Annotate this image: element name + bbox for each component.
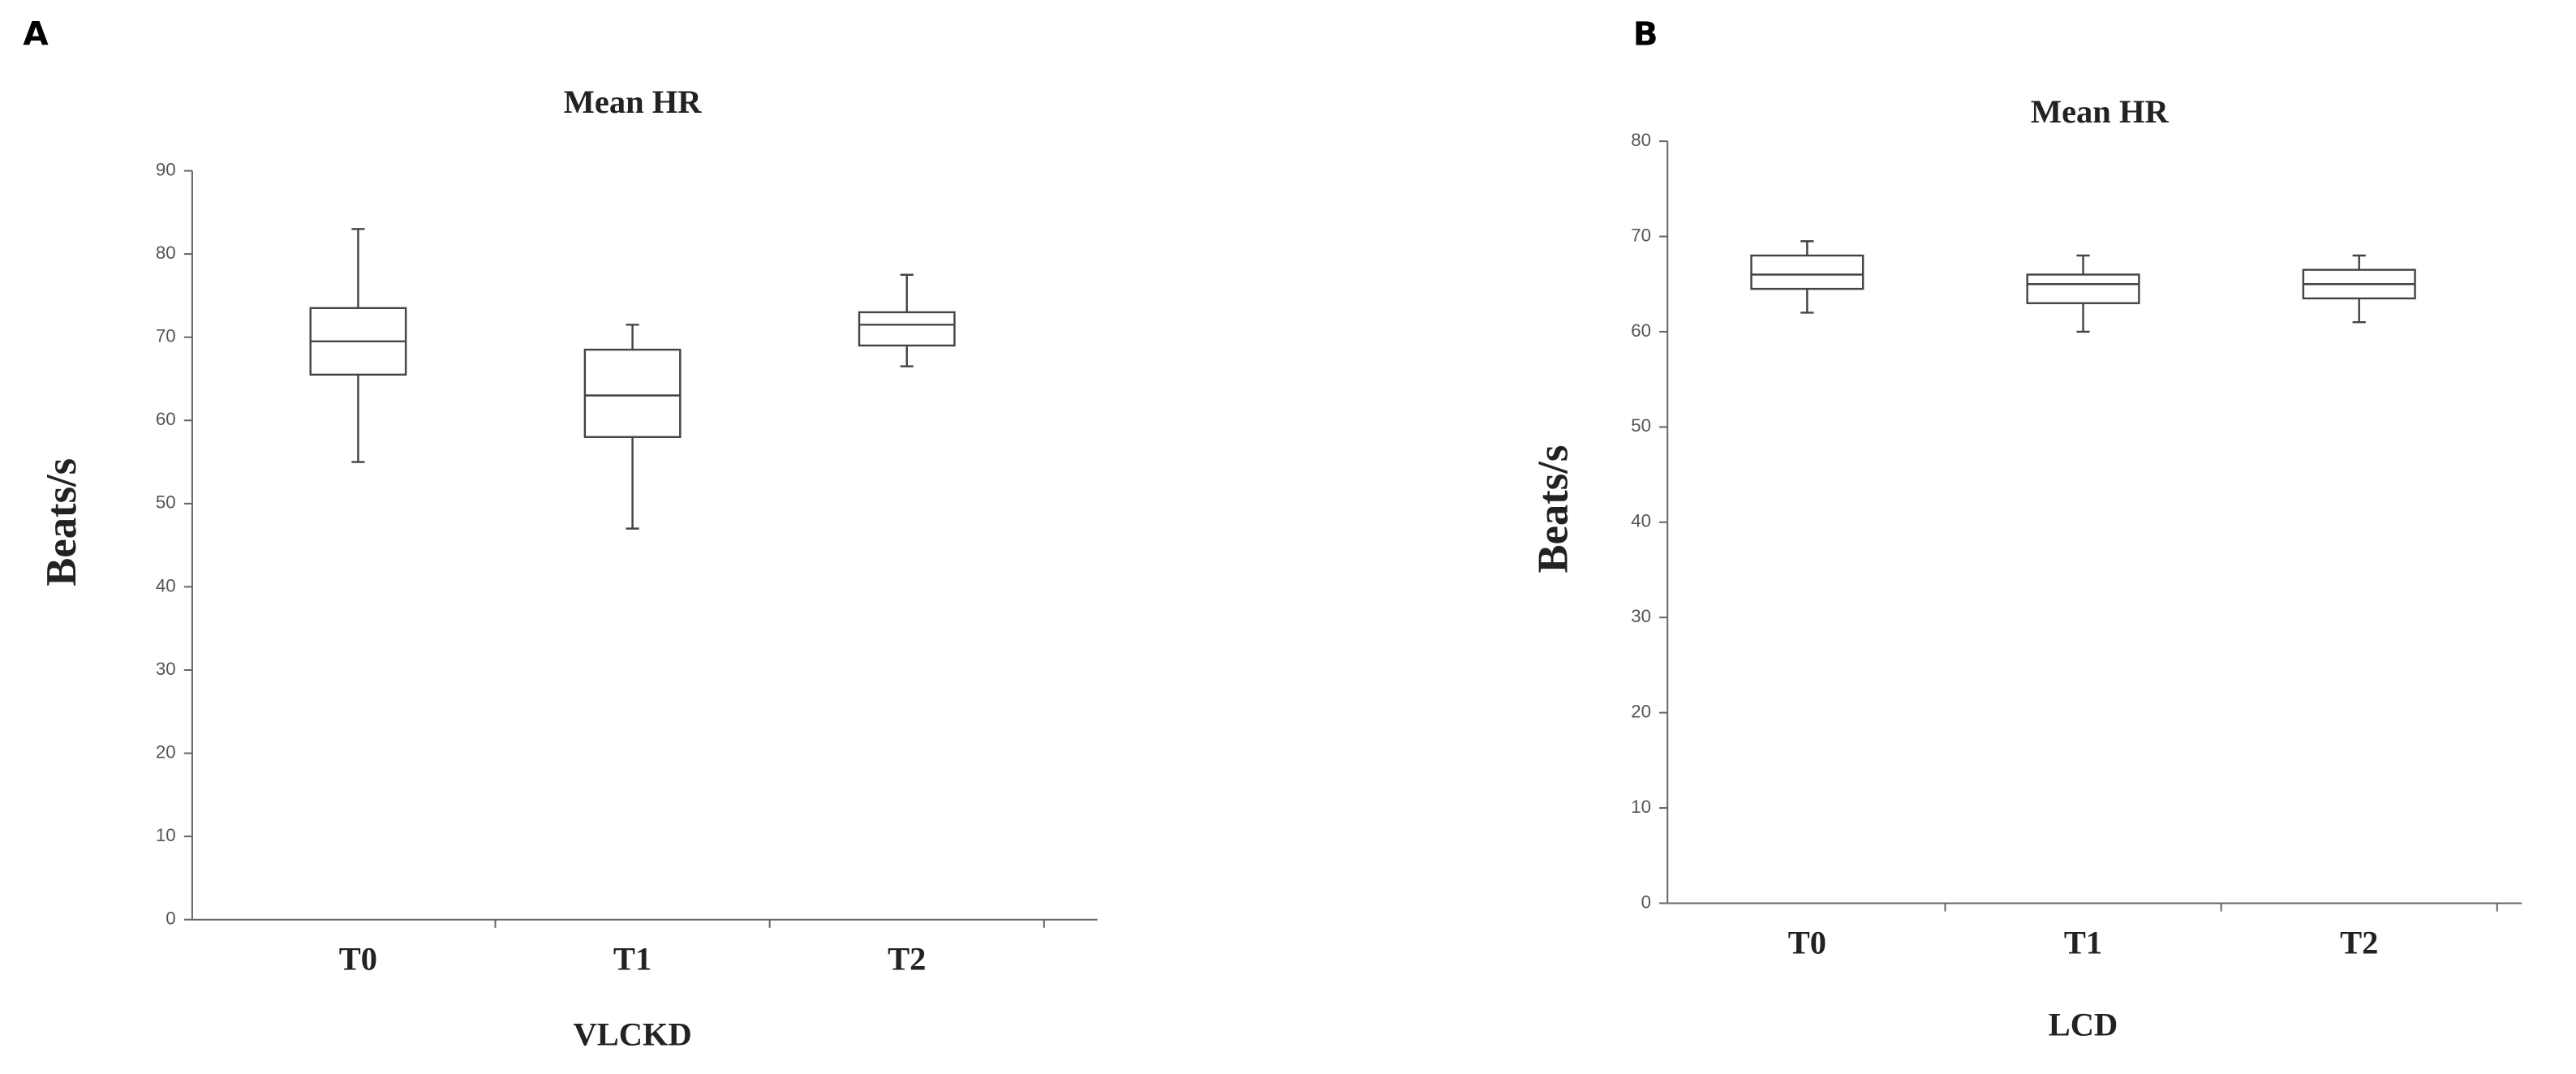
box [2026,273,2140,304]
y-tick-label: 20 [156,741,176,762]
y-tick-label: 0 [166,909,175,929]
panel-label: A [23,15,49,54]
x-tick-label: T2 [2340,924,2378,960]
box [1750,254,1864,290]
y-tick-label: 0 [1641,891,1651,912]
x-tick-label: T0 [1788,924,1826,960]
x-tick-label: T0 [339,941,377,977]
y-tick-label: 50 [1631,415,1651,436]
y-axis-label: Beats/s [38,458,85,586]
box [858,311,956,347]
x-tick-label: T2 [888,941,926,977]
chart-title: Mean HR [564,84,703,120]
box [583,348,682,438]
chart-title: Mean HR [2031,93,2170,130]
y-tick-label: 10 [156,825,176,845]
y-tick-label: 50 [156,492,176,513]
y-tick-label: 30 [156,659,176,679]
y-tick-label: 60 [156,409,176,429]
x-axis-label: VLCKD [573,1016,691,1053]
y-tick-label: 70 [1631,225,1651,245]
y-tick-label: 40 [156,575,176,595]
y-tick-label: 90 [156,159,176,179]
x-tick-label: T1 [2064,924,2102,960]
x-tick-label: T1 [613,941,652,977]
y-tick-label: 10 [1631,797,1651,817]
y-tick-label: 30 [1631,606,1651,626]
y-tick-label: 40 [1631,511,1651,531]
y-tick-label: 20 [1631,702,1651,722]
y-tick-label: 80 [1631,130,1651,150]
x-axis-label: LCD [2049,1007,2118,1043]
y-tick-label: 70 [156,326,176,346]
panel-label: B [1633,15,1658,54]
y-tick-label: 80 [156,243,176,263]
y-tick-label: 60 [1631,320,1651,341]
y-axis-label: Beats/s [1530,445,1577,574]
